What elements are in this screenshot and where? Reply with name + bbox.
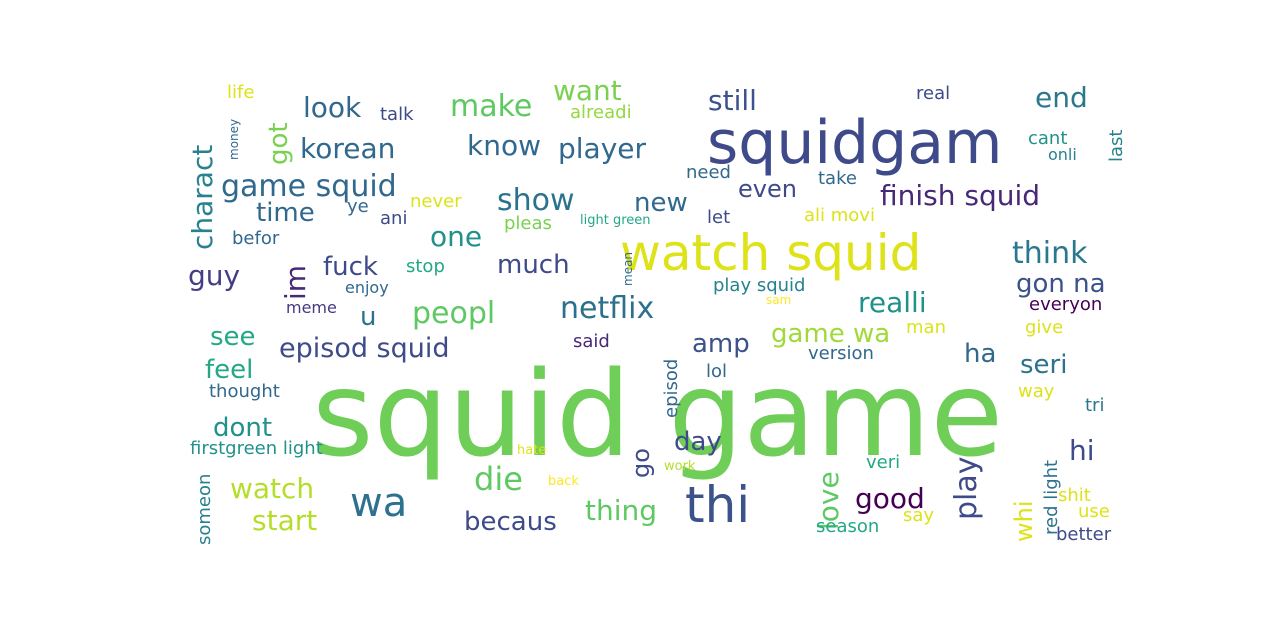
word-gon-na: gon na (1016, 269, 1106, 299)
word-dont: dont (213, 413, 272, 443)
word-got: got (264, 122, 294, 165)
word-mean: mean (621, 252, 635, 286)
word-play-squid: play squid (713, 275, 805, 296)
word-meme: meme (286, 298, 337, 317)
word-show: show (497, 183, 575, 218)
word-still: still (708, 84, 757, 117)
word-use: use (1078, 501, 1110, 522)
word-end: end (1035, 81, 1088, 114)
word-think: think (1012, 236, 1088, 271)
word-someon: someon (194, 474, 215, 545)
word-episod-squid: episod squid (279, 333, 450, 364)
word-die: die (474, 460, 523, 498)
word-firstgreen-light: firstgreen light (190, 438, 323, 459)
word-real: real (916, 83, 950, 104)
word-finish-squid: finish squid (880, 179, 1040, 212)
word-pleas: pleas (504, 213, 552, 234)
word-tri: tri (1085, 395, 1104, 416)
word-sam: sam (766, 293, 791, 307)
word-said: said (573, 331, 610, 352)
word-ali-movi: ali movi (804, 205, 875, 226)
word-hate: hate (517, 443, 546, 458)
word-take: take (818, 168, 857, 189)
word-netflix: netflix (560, 291, 654, 326)
word-let: let (707, 207, 730, 228)
word-never: never (410, 191, 462, 212)
word-ha: ha (964, 339, 996, 369)
word-season: season (816, 516, 879, 537)
word-one: one (430, 220, 482, 253)
word-even: even (738, 175, 797, 203)
word-talk: talk (380, 104, 414, 125)
word-feel: feel (205, 355, 253, 385)
word-start: start (252, 504, 317, 537)
word-man: man (906, 317, 946, 338)
word-ani: ani (380, 208, 407, 229)
word-watch-squid: watch squid (620, 224, 921, 282)
word-cant: cant (1028, 128, 1067, 149)
word-make: make (450, 89, 532, 124)
word-money: money (227, 119, 241, 160)
word-hi: hi (1069, 434, 1095, 467)
word-befor: befor (232, 228, 280, 249)
word-im: im (279, 265, 312, 300)
word-much: much (497, 250, 570, 280)
word-amp: amp (692, 329, 750, 359)
word-onli: onli (1048, 145, 1077, 164)
word-squidgam: squidgam (707, 108, 1002, 178)
word-wa: wa (350, 480, 407, 526)
word-give: give (1025, 317, 1063, 338)
word-seri: seri (1020, 350, 1067, 380)
word-shit: shit (1058, 485, 1091, 506)
word-peopl: peopl (412, 296, 495, 331)
word-whi: whi (1010, 500, 1038, 542)
word-time: time (256, 198, 315, 228)
word-guy: guy (188, 259, 240, 292)
word-game-squid: game squid (221, 169, 397, 204)
word-game-wa: game wa (771, 319, 890, 349)
word-know: know (467, 129, 541, 162)
word-realli: realli (858, 286, 927, 319)
word-ye: ye (347, 196, 369, 217)
word-enjoy: enjoy (345, 278, 389, 297)
word-veri: veri (866, 452, 900, 473)
word-say: say (903, 505, 934, 526)
word-lol: lol (706, 361, 727, 382)
word-watch: watch (230, 472, 314, 505)
word-stop: stop (406, 256, 445, 277)
word-need: need (686, 162, 731, 183)
word-thi: thi (685, 476, 750, 534)
word-better: better (1056, 524, 1112, 545)
word-thing: thing (585, 494, 657, 527)
word-alreadi: alreadi (570, 102, 632, 123)
word-episod: episod (661, 359, 682, 418)
word-work: work (664, 459, 696, 474)
word-last: last (1106, 130, 1127, 162)
word-fuck: fuck (323, 252, 378, 282)
word-squid-game: squid game (312, 345, 1003, 483)
word-player: player (558, 132, 647, 165)
word-version: version (808, 343, 874, 364)
word-love: love (812, 471, 845, 530)
word-day: day (674, 427, 722, 457)
word-back: back (548, 474, 579, 489)
word-life: life (227, 82, 254, 103)
word-red-light: red light (1041, 460, 1062, 535)
word-see: see (210, 322, 256, 352)
word-good: good (855, 482, 925, 515)
word-korean: korean (300, 132, 395, 165)
word-charact: charact (186, 145, 219, 250)
word-want: want (553, 74, 622, 107)
word-thought: thought (209, 381, 280, 402)
word-look: look (303, 91, 362, 124)
word-go: go (627, 448, 655, 478)
word-u: u (360, 302, 376, 332)
word-play: play (949, 456, 984, 520)
word-everyon: everyon (1029, 294, 1102, 315)
word-light-green: light green (580, 213, 651, 228)
word-new: new (634, 188, 688, 218)
word-way: way (1018, 381, 1055, 402)
word-becaus: becaus (464, 507, 557, 537)
